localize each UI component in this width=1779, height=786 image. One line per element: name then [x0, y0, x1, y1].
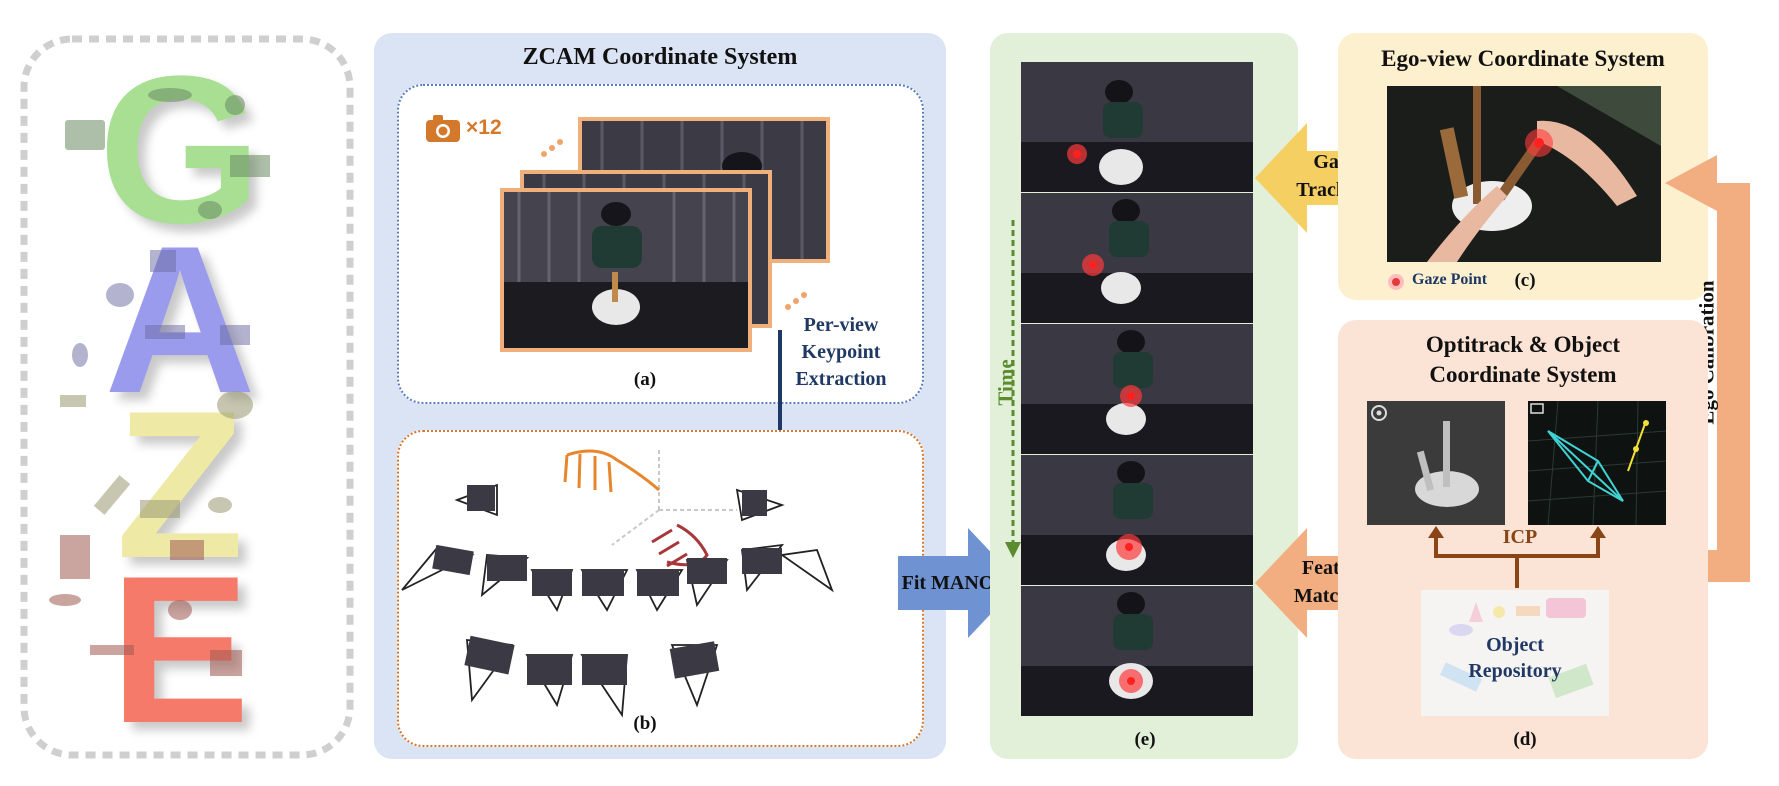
- label-a: (a): [633, 369, 657, 390]
- object-repository-line-2: Repository: [1468, 660, 1562, 682]
- gaze-letter-a: A: [104, 202, 256, 437]
- logo-object-shapes: [49, 88, 270, 676]
- gaze-letter-g: G: [98, 32, 262, 267]
- gaze-logo-border: [20, 35, 354, 759]
- ego-title: Ego-view Coordinate System: [1381, 46, 1665, 71]
- optitrack-3d-view: [1528, 401, 1666, 525]
- fit-mano-arrow: [898, 528, 1020, 638]
- gaze-tracking-arrow: [1255, 123, 1383, 233]
- sequence-frame-5: [1021, 586, 1253, 716]
- object-repository-label: Object Repository: [1421, 632, 1609, 684]
- label-e: (e): [1134, 729, 1156, 750]
- gaze-point-legend: Gaze Point: [1412, 271, 1488, 288]
- keypoint-extraction-label: Per-view Keypoint Extraction: [786, 312, 896, 393]
- icp-connector: [1428, 526, 1606, 588]
- optitrack-title-line-2: Coordinate System: [1429, 362, 1617, 387]
- sequence-frame-2: [1021, 193, 1253, 323]
- zcam-title: ZCAM Coordinate System: [522, 44, 798, 70]
- ego-calibration-arrow: [1665, 155, 1750, 582]
- optitrack-camera-image: [1367, 401, 1505, 525]
- sequence-frame-4: [1021, 455, 1253, 585]
- keypoint-label-line-3: Extraction: [795, 368, 887, 390]
- camera-count: ×12: [466, 116, 502, 139]
- zcam-frame-front: [500, 188, 752, 352]
- time-label: Time: [993, 359, 1018, 406]
- optitrack-title: Optitrack & Object Coordinate System: [1338, 330, 1708, 390]
- fit-mano-label: Fit MANO: [901, 572, 995, 594]
- sequence-frame-1: [1021, 62, 1253, 192]
- gaze-logo: G A Z E: [20, 35, 355, 760]
- camera-icon: [425, 113, 461, 143]
- gaze-point-icon: [1388, 274, 1404, 290]
- icp-label: ICP: [1480, 526, 1560, 549]
- keypoint-label-line-1: Per-view: [803, 314, 879, 336]
- keypoint-label-line-2: Keypoint: [801, 341, 881, 363]
- object-repository-line-1: Object: [1486, 634, 1544, 656]
- feature-matching-arrow: [1255, 528, 1383, 638]
- label-d: (d): [1513, 729, 1537, 750]
- sequence-frame-3: [1021, 324, 1253, 454]
- stack-dots-upper: [541, 139, 563, 157]
- optitrack-title-line-1: Optitrack & Object: [1425, 332, 1621, 357]
- time-arrow: [998, 220, 1028, 560]
- ego-view-image: [1387, 86, 1661, 262]
- label-b: (b): [633, 713, 657, 734]
- stack-dots-lower: [785, 292, 807, 310]
- object-repository-image: Object Repository: [1421, 590, 1609, 716]
- label-c: (c): [1514, 270, 1536, 291]
- camera-rig-diagram: [401, 449, 834, 718]
